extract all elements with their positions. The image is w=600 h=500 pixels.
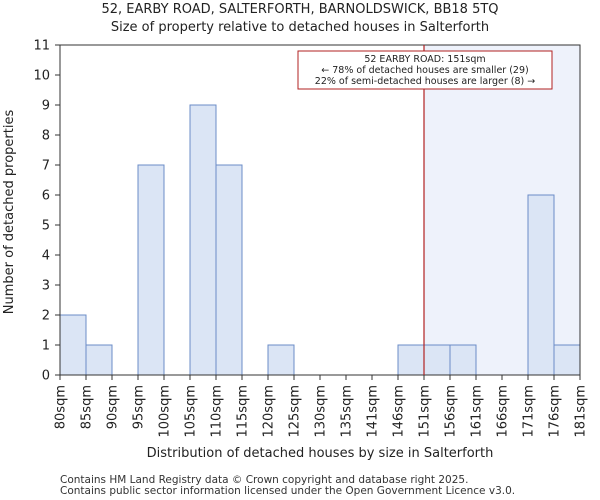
x-tick-label: 171sqm [522,385,537,438]
x-tick-label: 85sqm [80,385,95,429]
y-tick-label: 4 [42,249,50,264]
annotation-larger-text: 22% of semi-detached houses are larger (… [315,76,535,87]
x-tick-label: 181sqm [574,385,589,438]
x-tick-label: 176sqm [548,385,563,438]
x-tick-label: 120sqm [262,385,277,438]
x-tick-label: 115sqm [236,385,251,438]
histogram-bar [59,314,87,376]
y-tick-label: 2 [42,309,50,324]
histogram-bar [423,344,451,376]
annotation-property-label: 52 EARBY ROAD: 151sqm [364,54,485,65]
histogram-bar [553,344,581,376]
y-tick-label: 5 [42,219,50,234]
y-tick-label: 0 [42,369,50,384]
x-tick-label: 110sqm [210,385,225,438]
y-tick-label: 9 [42,99,50,114]
x-tick-label: 90sqm [106,385,121,429]
x-tick-label: 161sqm [470,385,485,438]
x-tick-label: 166sqm [496,385,511,438]
histogram-bar [215,164,243,376]
x-tick-label: 125sqm [288,385,303,438]
histogram-bar [137,164,165,376]
histogram-bar [449,344,477,376]
histogram-bar [189,104,217,376]
y-tick-label: 10 [33,69,50,84]
annotation-smaller-text: ← 78% of detached houses are smaller (29… [321,65,528,76]
chart-title-address: 52, EARBY ROAD, SALTERFORTH, BARNOLDSWIC… [101,2,499,17]
footer-copyright: Contains HM Land Registry data © Crown c… [60,474,469,486]
x-tick-label: 105sqm [184,385,199,438]
annotation-box [297,50,553,90]
histogram-bar [397,344,425,376]
chart-subtitle: Size of property relative to detached ho… [110,20,490,35]
x-tick-label: 80sqm [54,385,69,429]
y-tick-label: 11 [33,39,50,54]
y-tick-label: 8 [42,129,50,144]
x-tick-label: 135sqm [340,385,355,438]
histogram-bar [527,194,555,376]
x-tick-label: 141sqm [366,385,381,438]
x-tick-label: 130sqm [314,385,329,438]
highlight-region [424,45,580,375]
x-tick-label: 95sqm [132,385,147,429]
x-tick-label: 156sqm [444,385,459,438]
x-tick-label: 100sqm [158,385,173,438]
x-axis-label: Distribution of detached houses by size … [147,446,494,461]
footer-licence: Contains public sector information licen… [60,485,516,497]
histogram-bar [85,344,113,376]
y-tick-label: 6 [42,189,50,204]
x-tick-label: 151sqm [418,385,433,438]
y-tick-label: 7 [42,159,50,174]
y-tick-label: 3 [42,279,50,294]
x-tick-label: 146sqm [392,385,407,438]
histogram-bar [267,344,295,376]
y-axis-label: Number of detached properties [2,110,17,315]
y-tick-label: 1 [42,339,50,354]
